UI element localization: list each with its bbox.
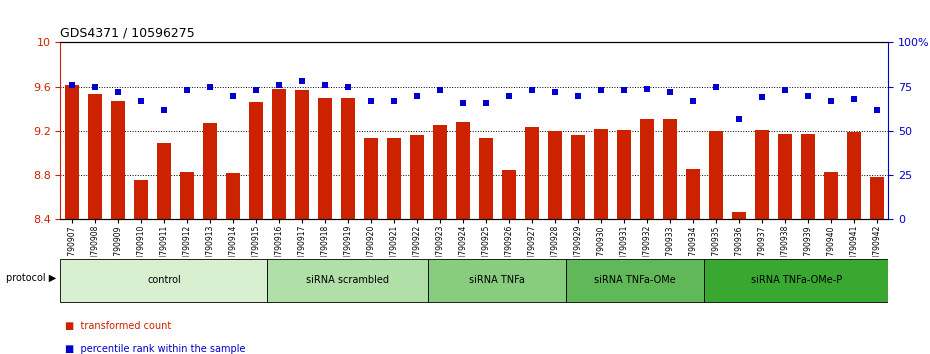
Point xyxy=(709,84,724,90)
Point xyxy=(87,84,102,90)
Bar xyxy=(88,95,101,219)
Point xyxy=(179,87,194,93)
Bar xyxy=(295,90,309,219)
Bar xyxy=(479,138,493,219)
Bar xyxy=(180,172,193,219)
Bar xyxy=(663,119,677,219)
Text: control: control xyxy=(147,275,180,285)
Point xyxy=(111,89,126,95)
Bar xyxy=(801,134,815,219)
Bar xyxy=(594,129,607,219)
Bar xyxy=(704,259,888,302)
Point xyxy=(617,87,631,93)
Point xyxy=(639,86,654,91)
Bar xyxy=(318,98,332,219)
Bar xyxy=(65,85,79,219)
Bar xyxy=(870,177,884,219)
Point xyxy=(731,116,746,121)
Bar xyxy=(571,136,585,219)
Point xyxy=(456,100,471,105)
Point xyxy=(501,93,516,98)
Point xyxy=(340,84,355,90)
Bar xyxy=(777,134,791,219)
Bar xyxy=(157,143,171,219)
Bar xyxy=(566,259,704,302)
Bar xyxy=(267,259,429,302)
Point xyxy=(800,93,815,98)
Bar xyxy=(364,138,378,219)
Point xyxy=(409,93,424,98)
Point xyxy=(685,98,700,104)
Bar xyxy=(548,131,562,219)
Bar xyxy=(709,131,723,219)
Bar xyxy=(341,98,354,219)
Point xyxy=(432,87,447,93)
Point xyxy=(823,98,838,104)
Point xyxy=(548,89,563,95)
Bar xyxy=(272,89,286,219)
Text: siRNA TNFa-OMe-P: siRNA TNFa-OMe-P xyxy=(751,275,842,285)
Point xyxy=(754,95,769,100)
Text: siRNA TNFa: siRNA TNFa xyxy=(470,275,525,285)
Point xyxy=(870,107,884,113)
Text: siRNA TNFa-OMe: siRNA TNFa-OMe xyxy=(594,275,676,285)
Bar xyxy=(387,138,401,219)
Bar xyxy=(755,130,768,219)
Bar xyxy=(429,259,566,302)
Text: ■  transformed count: ■ transformed count xyxy=(65,321,171,331)
Bar xyxy=(456,122,470,219)
Bar xyxy=(640,119,654,219)
Point xyxy=(248,87,263,93)
Bar xyxy=(60,259,267,302)
Text: siRNA scrambled: siRNA scrambled xyxy=(306,275,390,285)
Point xyxy=(134,98,149,104)
Bar xyxy=(111,101,125,219)
Point xyxy=(525,87,539,93)
Point xyxy=(203,84,218,90)
Bar xyxy=(617,130,631,219)
Point xyxy=(593,87,608,93)
Point xyxy=(272,82,286,88)
Bar xyxy=(203,123,217,219)
Bar xyxy=(410,136,424,219)
Point xyxy=(364,98,379,104)
Bar xyxy=(226,173,240,219)
Bar xyxy=(824,172,838,219)
Point xyxy=(478,100,493,105)
Text: GDS4371 / 10596275: GDS4371 / 10596275 xyxy=(60,27,195,40)
Bar xyxy=(502,170,515,219)
Point xyxy=(570,93,585,98)
Bar xyxy=(685,169,699,219)
Text: protocol ▶: protocol ▶ xyxy=(6,273,56,283)
Bar xyxy=(732,212,746,219)
Point xyxy=(64,82,79,88)
Point xyxy=(156,107,171,113)
Bar xyxy=(134,180,148,219)
Bar xyxy=(432,125,446,219)
Point xyxy=(295,79,310,84)
Point xyxy=(777,87,792,93)
Point xyxy=(317,82,332,88)
Bar xyxy=(846,132,860,219)
Bar xyxy=(525,127,538,219)
Point xyxy=(225,93,240,98)
Point xyxy=(386,98,401,104)
Bar xyxy=(249,102,263,219)
Text: ■  percentile rank within the sample: ■ percentile rank within the sample xyxy=(65,344,246,354)
Point xyxy=(662,89,677,95)
Point xyxy=(846,96,861,102)
